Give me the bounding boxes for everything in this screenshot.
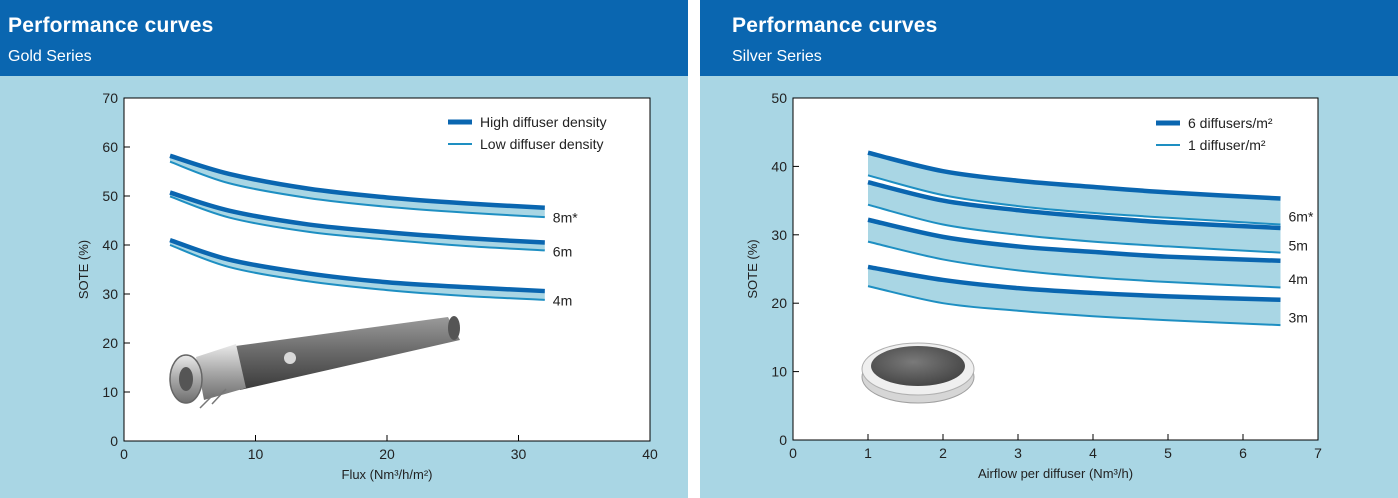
y-tick-label: 50 xyxy=(102,188,118,204)
curve-label: 6m* xyxy=(1289,209,1314,225)
x-axis-label: Airflow per diffuser (Nm³/h) xyxy=(978,466,1133,481)
legend-label-low: Low diffuser density xyxy=(480,136,603,152)
y-axis-label: SOTE (%) xyxy=(745,239,760,298)
gold-series-panel: Performance curves Gold Series 0 10 20 30 40… xyxy=(0,0,688,498)
x-tick-label: 1 xyxy=(864,445,872,461)
curve-band xyxy=(868,219,1281,288)
low-density-curve xyxy=(867,203,1281,254)
low-density-curve xyxy=(867,240,1281,289)
y-tick-label: 30 xyxy=(102,286,118,302)
x-tick-label: 10 xyxy=(248,446,264,462)
low-density-curve xyxy=(169,160,545,219)
high-density-curve xyxy=(867,217,1281,264)
x-tick-label: 7 xyxy=(1314,445,1322,461)
gold-series-banner: Performance curves Gold Series xyxy=(0,0,688,76)
y-tick-label: 0 xyxy=(779,432,787,448)
high-density-curve xyxy=(169,237,545,294)
curve-label: 8m* xyxy=(553,209,578,225)
y-tick-label: 10 xyxy=(771,364,787,380)
y-tick-label: 20 xyxy=(102,335,118,351)
panel-divider xyxy=(688,0,700,498)
brand-logo-mark xyxy=(284,352,296,364)
x-tick-label: 5 xyxy=(1164,445,1172,461)
diffuser-inlet-hole xyxy=(179,367,193,391)
diffuser-tube xyxy=(228,317,460,390)
curve-label: 3m xyxy=(1289,309,1308,325)
curve-label: 4m xyxy=(1289,271,1308,287)
high-density-curve xyxy=(867,264,1281,303)
gold-series-title: Performance curves xyxy=(8,14,214,37)
curve-band xyxy=(868,152,1281,225)
diffuser-end-cap xyxy=(448,316,460,340)
y-tick-label: 40 xyxy=(102,237,118,253)
curve-label: 6m xyxy=(553,243,572,259)
high-density-curve xyxy=(169,190,545,245)
y-tick-label: 60 xyxy=(102,139,118,155)
disc-membrane xyxy=(871,346,965,386)
low-density-curve xyxy=(867,174,1281,226)
silver-series-title: Performance curves xyxy=(732,14,938,37)
x-axis-label: Flux (Nm³/h/m²) xyxy=(342,467,433,482)
x-tick-label: 30 xyxy=(511,446,527,462)
x-tick-label: 0 xyxy=(789,445,797,461)
x-tick-label: 6 xyxy=(1239,445,1247,461)
x-tick-label: 20 xyxy=(379,446,395,462)
y-tick-label: 40 xyxy=(771,158,787,174)
x-tick-label: 3 xyxy=(1014,445,1022,461)
curve-label: 4m xyxy=(553,292,572,308)
high-density-curve xyxy=(867,179,1281,231)
y-tick-label: 10 xyxy=(102,384,118,400)
low-density-curve xyxy=(169,195,545,252)
silver-series-banner: Performance curves Silver Series xyxy=(700,0,1398,76)
y-tick-label: 20 xyxy=(771,295,787,311)
legend-label-high: High diffuser density xyxy=(480,114,607,130)
high-density-curve xyxy=(867,150,1281,201)
x-tick-label: 0 xyxy=(120,446,128,462)
gold-series-subtitle: Gold Series xyxy=(8,48,92,65)
silver-series-chart: 0 1 2 3 4 5 6 7 0 10 20 30 40 50 Airflow per diffuser … xyxy=(745,90,1322,481)
silver-series-subtitle: Silver Series xyxy=(732,48,822,65)
disc-diffuser-image xyxy=(861,342,975,404)
curve-label: 5m xyxy=(1289,237,1308,253)
y-tick-label: 50 xyxy=(771,90,787,106)
y-tick-label: 30 xyxy=(771,227,787,243)
low-density-curve xyxy=(169,244,545,301)
tubular-membrane-diffuser-image xyxy=(169,316,460,409)
low-density-curve xyxy=(867,285,1281,327)
y-axis-label: SOTE (%) xyxy=(76,240,91,299)
high-density-curve xyxy=(169,153,545,211)
diffuser-clamp xyxy=(196,344,246,400)
curve-band xyxy=(868,266,1281,326)
x-tick-label: 4 xyxy=(1089,445,1097,461)
x-tick-label: 40 xyxy=(642,446,658,462)
y-tick-label: 0 xyxy=(110,433,118,449)
x-tick-label: 2 xyxy=(939,445,947,461)
silver-series-panel: Performance curves Silver Series 0 1 2 3 4 5 6… xyxy=(700,0,1398,498)
gold-series-chart: 0 10 20 30 40 0 10 20 30 40 50 60 70 Flux (Nm³/h/m²) S… xyxy=(76,90,658,482)
legend-label-high: 6 diffusers/m² xyxy=(1188,115,1273,131)
diffuser-bracket xyxy=(199,388,227,409)
y-tick-label: 70 xyxy=(102,90,118,106)
curve-band xyxy=(170,192,545,251)
legend-label-low: 1 diffuser/m² xyxy=(1188,137,1266,153)
